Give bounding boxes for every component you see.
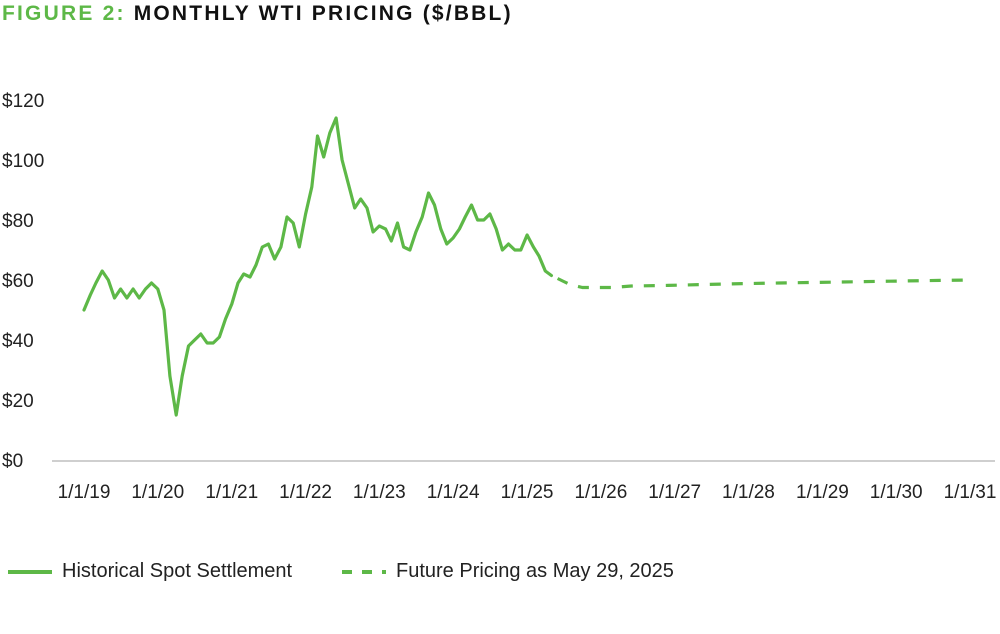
chart-title: FIGURE 2: MONTHLY WTI PRICING ($/BBL) <box>2 2 513 26</box>
x-tick-label: 1/1/19 <box>58 482 111 503</box>
figure-title: MONTHLY WTI PRICING ($/BBL) <box>133 2 513 25</box>
x-tick-label: 1/1/30 <box>870 482 923 503</box>
dashed-line-swatch <box>342 569 386 574</box>
x-tick-label: 1/1/21 <box>205 482 258 503</box>
x-tick-label: 1/1/26 <box>574 482 627 503</box>
legend-item-future: Future Pricing as May 29, 2025 <box>342 560 674 583</box>
y-tick-label: $0 <box>2 451 23 472</box>
chart-legend: Historical Spot Settlement Future Pricin… <box>0 560 1000 590</box>
x-tick-label: 1/1/22 <box>279 482 332 503</box>
x-tick-label: 1/1/24 <box>427 482 480 503</box>
x-tick-label: 1/1/27 <box>648 482 701 503</box>
x-tick-label: 1/1/25 <box>501 482 554 503</box>
x-tick-label: 1/1/20 <box>131 482 184 503</box>
y-tick-label: $20 <box>2 391 34 412</box>
legend-label-future: Future Pricing as May 29, 2025 <box>396 560 674 582</box>
figure-number: FIGURE 2: <box>2 2 126 25</box>
series-line-future <box>556 277 971 290</box>
y-tick-label: $60 <box>2 271 34 292</box>
y-tick-label: $100 <box>2 151 44 172</box>
y-tick-label: $80 <box>2 211 34 232</box>
x-tick-label: 1/1/31 <box>944 482 997 503</box>
x-tick-label: 1/1/29 <box>796 482 849 503</box>
x-tick-label: 1/1/23 <box>353 482 406 503</box>
legend-item-historical: Historical Spot Settlement <box>8 560 292 583</box>
y-tick-label: $120 <box>2 91 44 112</box>
x-tick-label: 1/1/28 <box>722 482 775 503</box>
legend-label-historical: Historical Spot Settlement <box>62 560 293 582</box>
series-line-historical <box>82 116 553 417</box>
solid-line-swatch <box>8 569 52 574</box>
y-tick-label: $40 <box>2 331 34 352</box>
